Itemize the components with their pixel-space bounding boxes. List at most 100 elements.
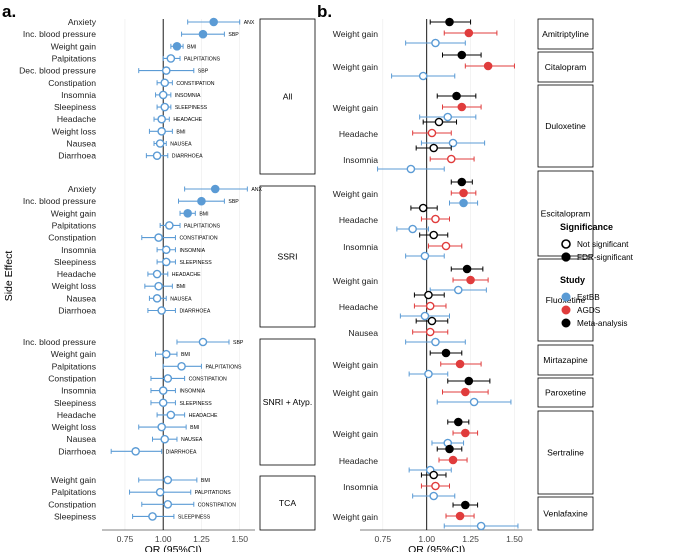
a-row-label: Sleepiness	[54, 511, 96, 521]
b-row-label: Weight gain	[333, 429, 378, 439]
a-row-label: Sleepiness	[54, 102, 96, 112]
a-point	[163, 475, 173, 485]
a-trait-abbr: PALPITATIONS	[205, 364, 242, 370]
legend-meta-analysis: Meta-analysis	[577, 319, 628, 328]
panel-b-forest-plot: Amitriptyline Weight gain Citalopram Weight…	[333, 17, 594, 552]
b-strip-box	[537, 496, 594, 531]
b-row-label: Weight gain	[333, 512, 378, 522]
a-x-tick: 1.00	[155, 534, 172, 544]
a-row-label: Diarrhoea	[58, 151, 96, 161]
panel-b-label: b.	[317, 2, 332, 21]
a-row-label: Weight loss	[52, 281, 96, 291]
b-row-label: Weight gain	[333, 189, 378, 199]
b-row-label: Insomnia	[343, 482, 378, 492]
a-trait-abbr: PALPITATIONS	[184, 56, 221, 62]
a-y-axis-title: Side Effect	[3, 251, 15, 302]
b-point	[457, 177, 467, 187]
b-strip-label: Citalopram	[545, 62, 587, 72]
a-strip-box	[259, 338, 316, 466]
a-point	[172, 42, 182, 51]
b-point	[425, 301, 435, 311]
a-row-label: Headache	[57, 114, 96, 124]
a-trait-abbr: SBP	[233, 340, 244, 346]
a-row-label: Constipation	[48, 233, 96, 243]
a-row-label: Weight loss	[52, 126, 96, 136]
b-x-tick: 1.00	[418, 534, 435, 544]
a-row-label: Inc. blood pressure	[23, 29, 96, 39]
a-point	[155, 139, 165, 148]
b-point	[459, 198, 468, 208]
b-strip-box	[537, 18, 594, 50]
b-point	[476, 521, 486, 531]
b-strip-label: Amitriptyline	[542, 29, 589, 39]
b-row-label: Weight gain	[333, 360, 378, 370]
a-trait-abbr: NAUSEA	[170, 296, 192, 302]
b-point	[466, 275, 475, 285]
b-strip-box	[537, 344, 594, 376]
a-point	[158, 386, 168, 395]
b-point	[429, 491, 439, 501]
a-trait-abbr: ANX	[244, 20, 255, 26]
a-row-label: Headache	[57, 410, 96, 420]
a-row-label: Headache	[57, 269, 96, 279]
a-row-label: Inc. blood pressure	[23, 337, 96, 347]
a-point	[165, 221, 174, 230]
b-strip-box	[537, 377, 594, 408]
a-point	[166, 54, 176, 63]
a-strip-label: TCA	[279, 498, 296, 508]
b-point	[464, 28, 474, 38]
b-point	[469, 397, 479, 407]
b-point	[420, 251, 430, 261]
legend-estbb-swatch-icon	[561, 292, 571, 302]
a-point	[152, 151, 162, 160]
b-point	[424, 369, 433, 379]
a-row-label: Weight loss	[52, 422, 96, 432]
a-point	[198, 29, 208, 39]
legend-agds-swatch-icon	[561, 305, 571, 315]
b-row-label: Insomnia	[343, 155, 378, 165]
a-trait-abbr: CONSTIPATION	[176, 81, 214, 87]
b-point	[429, 143, 439, 153]
b-point	[441, 241, 451, 251]
a-row-label: Weight gain	[51, 349, 96, 359]
a-trait-abbr: SBP	[228, 199, 239, 205]
a-row-label: Nausea	[66, 139, 96, 149]
a-trait-abbr: CONSTIPATION	[179, 236, 217, 242]
b-point	[464, 376, 474, 386]
a-strip-label: SNRI + Atyp.	[263, 397, 312, 407]
a-point	[148, 512, 157, 521]
b-point	[443, 112, 453, 122]
b-point	[453, 417, 463, 427]
legend-meta-swatch-icon	[561, 318, 571, 328]
b-row-label: Insomnia	[343, 242, 378, 252]
panel-a-label: a.	[2, 2, 16, 21]
a-point	[161, 245, 171, 255]
a-row-label: Constipation	[48, 373, 96, 383]
a-point	[161, 349, 171, 359]
legend-fdr-significant: FDR-significant	[577, 253, 634, 262]
b-point	[453, 285, 463, 295]
b-point	[457, 50, 467, 60]
a-point	[163, 499, 173, 509]
a-row-label: Insomnia	[61, 90, 96, 100]
b-row-label: Weight gain	[333, 388, 378, 398]
b-point	[431, 214, 440, 224]
a-trait-abbr: SLEEPINESS	[178, 514, 211, 520]
a-trait-abbr: INSOMNIA	[179, 248, 205, 254]
a-point	[197, 196, 206, 206]
b-point	[406, 164, 416, 174]
a-x-tick: 1.25	[193, 534, 210, 544]
b-row-label: Headache	[339, 129, 378, 139]
b-row-label: Headache	[339, 215, 378, 225]
a-row-label: Anxiety	[68, 17, 97, 27]
legend-open-circle-icon	[561, 239, 571, 249]
a-point	[158, 398, 168, 408]
a-row-label: Palpitations	[52, 53, 96, 63]
a-trait-abbr: BMI	[176, 284, 185, 290]
b-point	[448, 138, 458, 148]
b-point	[429, 230, 439, 240]
a-trait-abbr: INSOMNIA	[175, 93, 201, 99]
a-point	[161, 66, 171, 75]
a-point	[209, 17, 218, 27]
